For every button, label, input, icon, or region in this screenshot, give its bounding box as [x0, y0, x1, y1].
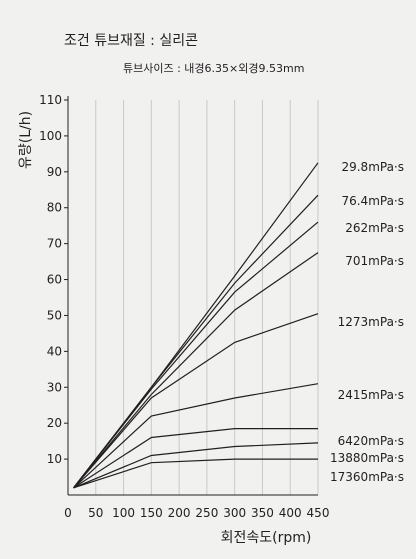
series-label: 6420mPa·s — [338, 434, 404, 448]
series-labels: 29.8mPa·s 76.4mPa·s 262mPa·s 701mPa·s 1273mP… — [330, 160, 404, 484]
tick-labels: 0 50 100 150 200 250 300 350 400 450 10 20 30 40 50 60 7… — [39, 93, 329, 520]
y-tick-label: 50 — [47, 308, 62, 322]
series-line — [73, 428, 318, 489]
series-label: 701mPa·s — [345, 254, 404, 268]
x-tick-label: 200 — [168, 506, 191, 520]
y-tick-label: 40 — [47, 344, 62, 358]
x-tick-label: 150 — [140, 506, 163, 520]
y-tick-label: 10 — [47, 452, 62, 466]
series-label: 76.4mPa·s — [341, 194, 404, 208]
y-tick-label: 20 — [47, 416, 62, 430]
series-line — [73, 252, 319, 489]
x-tick-label: 0 — [64, 506, 72, 520]
x-tick-label: 250 — [195, 506, 218, 520]
grid — [95, 100, 319, 495]
y-tick-label: 30 — [47, 380, 62, 394]
y-tick-label: 110 — [39, 93, 62, 107]
y-axis-label: 유량(L/h) — [18, 111, 34, 169]
series-lines — [73, 162, 319, 489]
series-label: 17360mPa·s — [330, 470, 404, 484]
y-tick-label: 80 — [47, 201, 62, 215]
x-axis-label: 회전속도(rpm) — [221, 530, 312, 546]
x-tick-label: 100 — [112, 506, 135, 520]
chart-title: 조건 튜브재질 : 실리콘 — [64, 33, 198, 49]
series-line — [73, 162, 319, 489]
y-tick-label: 100 — [39, 129, 62, 143]
series-line — [73, 221, 319, 489]
series-line — [73, 458, 318, 489]
x-tick-label: 350 — [251, 506, 274, 520]
series-label: 29.8mPa·s — [341, 160, 404, 174]
series-line — [73, 313, 319, 489]
x-tick-label: 300 — [223, 506, 246, 520]
series-label: 262mPa·s — [345, 221, 404, 235]
x-tick-label: 450 — [307, 506, 330, 520]
series-label: 13880mPa·s — [330, 451, 404, 465]
axes — [64, 96, 318, 496]
series-label: 2415mPa·s — [338, 388, 404, 402]
series-line — [73, 442, 319, 489]
series-line — [73, 383, 319, 489]
x-tick-label: 400 — [279, 506, 302, 520]
y-tick-label: 90 — [47, 165, 62, 179]
chart-subtitle: 튜브사이즈 : 내경6.35×외경9.53mm — [123, 62, 304, 75]
y-tick-label: 70 — [47, 237, 62, 251]
series-label: 1273mPa·s — [338, 315, 404, 329]
y-tick-label: 60 — [47, 273, 62, 287]
x-tick-label: 50 — [88, 506, 103, 520]
